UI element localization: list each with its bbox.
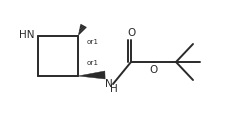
Text: O: O bbox=[150, 65, 158, 75]
Text: N: N bbox=[105, 79, 113, 89]
Text: or1: or1 bbox=[87, 39, 99, 45]
Text: O: O bbox=[127, 28, 135, 38]
Polygon shape bbox=[78, 71, 105, 79]
Text: or1: or1 bbox=[87, 60, 99, 66]
Text: H: H bbox=[110, 84, 118, 94]
Text: HN: HN bbox=[19, 30, 35, 40]
